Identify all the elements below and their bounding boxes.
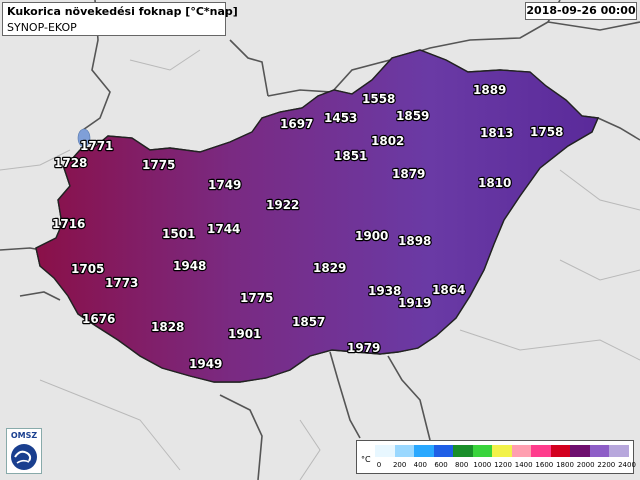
logo-text: OMSZ bbox=[10, 431, 38, 440]
station-value: 1453 bbox=[324, 111, 357, 125]
station-value: 1775 bbox=[240, 291, 273, 305]
station-value: 1938 bbox=[368, 284, 401, 298]
legend-tick-label: 1000 bbox=[473, 461, 492, 469]
station-value: 1558 bbox=[362, 92, 395, 106]
legend-tick-label: 600 bbox=[434, 461, 448, 469]
station-value: 1857 bbox=[292, 315, 325, 329]
legend-swatch bbox=[609, 445, 629, 457]
title-panel: Kukorica növekedési foknap [°C*nap] SYNO… bbox=[2, 2, 238, 36]
station-value: 1705 bbox=[71, 262, 104, 276]
legend-swatch bbox=[570, 445, 590, 457]
station-value: 1829 bbox=[313, 261, 346, 275]
legend-tick-label: 1800 bbox=[556, 461, 574, 469]
legend-swatch bbox=[531, 445, 551, 457]
station-value: 1758 bbox=[530, 125, 563, 139]
station-value: 1919 bbox=[398, 296, 431, 310]
datetime-badge: 2018-09-26 00:00 bbox=[525, 2, 637, 20]
legend-tick-label: 1400 bbox=[514, 461, 533, 469]
legend-swatch bbox=[433, 445, 453, 457]
map-title: Kukorica növekedési foknap [°C*nap] bbox=[7, 5, 238, 18]
station-value: 1771 bbox=[80, 139, 113, 153]
station-value: 1889 bbox=[473, 83, 506, 97]
omsz-logo: OMSZ bbox=[6, 428, 42, 474]
legend-tick-label: 1600 bbox=[535, 461, 554, 469]
logo-swirl-icon bbox=[11, 444, 37, 470]
station-labels: 1771 1728 1775 1749 1716 1501 1744 1705 1948 1773… bbox=[51, 82, 565, 372]
station-value: 1898 bbox=[398, 234, 431, 248]
station-value: 1697 bbox=[280, 117, 313, 131]
legend-tick-label: 2000 bbox=[576, 461, 595, 469]
legend-swatch bbox=[394, 445, 414, 457]
station-value: 1744 bbox=[207, 222, 240, 236]
legend-swatch bbox=[414, 445, 434, 457]
station-value: 1501 bbox=[162, 227, 195, 241]
legend-swatch bbox=[492, 445, 512, 457]
legend-swatch bbox=[472, 445, 492, 457]
station-value: 1901 bbox=[228, 327, 261, 341]
station-value: 1859 bbox=[396, 109, 429, 123]
station-value: 1979 bbox=[347, 341, 380, 355]
station-value: 1949 bbox=[189, 357, 222, 371]
station-value: 1948 bbox=[173, 259, 206, 273]
station-value: 1716 bbox=[52, 217, 85, 231]
station-value: 1922 bbox=[266, 198, 299, 212]
station-value: 1813 bbox=[480, 126, 513, 140]
station-value: 1676 bbox=[82, 312, 115, 326]
station-value: 1749 bbox=[208, 178, 241, 192]
legend-tick-label: 800 bbox=[454, 461, 469, 469]
station-value: 1879 bbox=[392, 167, 425, 181]
region-borders bbox=[0, 49, 640, 480]
station-value: 1775 bbox=[142, 158, 175, 172]
station-value: 1851 bbox=[334, 149, 367, 163]
legend-swatch bbox=[511, 445, 531, 457]
legend-tick-label: 0 bbox=[376, 461, 382, 469]
legend-swatch bbox=[589, 445, 609, 457]
legend-tick-label: 2400 bbox=[618, 461, 636, 469]
legend-swatch bbox=[550, 445, 570, 457]
station-value: 1773 bbox=[105, 276, 138, 290]
legend-tick-label: 400 bbox=[413, 461, 428, 469]
legend-tick-label: 200 bbox=[392, 461, 407, 469]
legend-colorbar bbox=[375, 445, 629, 457]
legend-tick-label: 2200 bbox=[597, 461, 616, 469]
legend-swatch bbox=[453, 445, 473, 457]
station-value: 1828 bbox=[151, 320, 184, 334]
station-value: 1900 bbox=[355, 229, 388, 243]
station-value: 1810 bbox=[478, 176, 511, 190]
station-value: 1864 bbox=[432, 283, 465, 297]
legend-swatch bbox=[375, 445, 395, 457]
neusiedl-lake bbox=[77, 128, 91, 148]
legend-tick-label: 1200 bbox=[494, 461, 512, 469]
data-source: SYNOP-EKOP bbox=[7, 21, 77, 34]
station-value: 1728 bbox=[54, 156, 87, 170]
color-legend: °C 0 200 400 600 800 1000 1200 1400 1600 1800 2000… bbox=[356, 440, 636, 474]
station-value: 1802 bbox=[371, 134, 404, 148]
legend-unit: °C bbox=[361, 455, 371, 464]
